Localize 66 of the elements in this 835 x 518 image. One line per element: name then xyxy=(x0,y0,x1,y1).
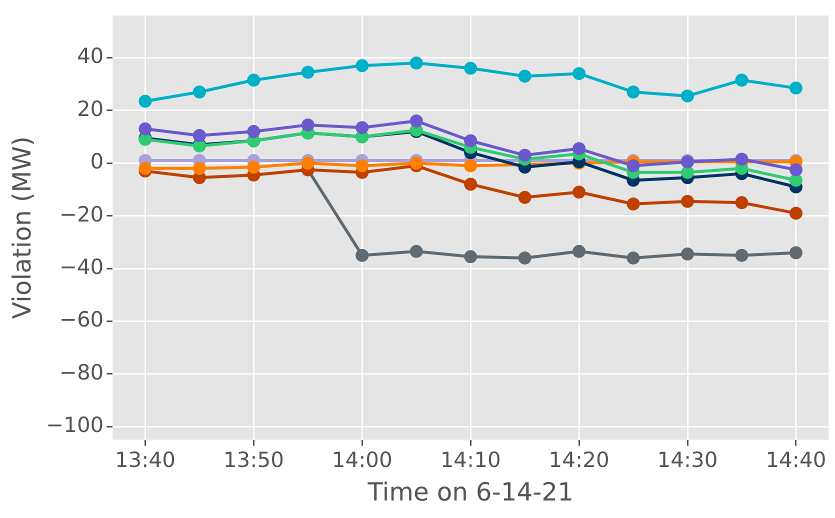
point xyxy=(464,178,478,191)
y-tick-label: 0 xyxy=(90,150,104,174)
point xyxy=(626,86,640,99)
point xyxy=(735,74,748,87)
x-tick-label: 13:50 xyxy=(223,448,284,472)
point xyxy=(518,148,532,162)
point xyxy=(301,118,314,132)
point xyxy=(192,86,206,99)
point xyxy=(518,70,532,83)
y-tick-label: −20 xyxy=(59,202,104,226)
point xyxy=(192,128,206,142)
point xyxy=(356,59,369,72)
point xyxy=(626,252,640,264)
y-axis-title: Violation (MW) xyxy=(8,136,36,320)
point xyxy=(138,94,152,108)
y-tick-label: 20 xyxy=(76,96,104,121)
point xyxy=(735,248,748,262)
point xyxy=(789,174,802,187)
point xyxy=(138,162,152,175)
point xyxy=(789,163,802,176)
y-tick-label: −100 xyxy=(46,413,104,438)
point xyxy=(192,162,206,175)
point xyxy=(789,206,802,220)
point xyxy=(681,89,694,102)
point xyxy=(572,244,586,258)
point xyxy=(518,252,532,264)
point xyxy=(464,62,478,75)
point xyxy=(789,246,802,260)
point xyxy=(681,194,694,208)
x-tick-label: 14:00 xyxy=(332,448,392,472)
point xyxy=(626,197,640,210)
point xyxy=(410,244,423,258)
x-tick-label: 14:20 xyxy=(548,448,610,472)
point xyxy=(410,114,423,128)
point xyxy=(681,166,694,179)
y-tick-label: −80 xyxy=(59,360,104,384)
point xyxy=(626,159,640,172)
point xyxy=(572,142,586,156)
point xyxy=(247,160,260,174)
point xyxy=(356,248,369,262)
point xyxy=(410,56,423,70)
y-tick-label: −40 xyxy=(59,254,104,279)
point xyxy=(464,134,478,148)
x-tick-label: 14:10 xyxy=(440,448,501,472)
x-tick-label: 14:40 xyxy=(766,448,826,472)
y-tick-label: 40 xyxy=(76,44,104,68)
point xyxy=(789,82,802,95)
x-axis-title: Time on 6-14-21 xyxy=(366,478,574,506)
point xyxy=(247,125,260,138)
point xyxy=(356,121,369,134)
point xyxy=(464,250,478,264)
x-tick-label: 13:40 xyxy=(114,448,176,472)
point xyxy=(464,159,478,172)
point xyxy=(735,196,748,210)
point xyxy=(247,74,260,87)
point xyxy=(301,156,314,170)
point xyxy=(518,190,532,204)
point xyxy=(681,248,694,261)
point xyxy=(572,186,586,199)
point xyxy=(356,159,369,172)
y-tick-label: −60 xyxy=(59,308,104,332)
point xyxy=(572,67,586,80)
point xyxy=(138,122,152,136)
point xyxy=(301,66,314,79)
x-tick-label: 14:30 xyxy=(657,448,718,472)
point xyxy=(410,156,423,170)
